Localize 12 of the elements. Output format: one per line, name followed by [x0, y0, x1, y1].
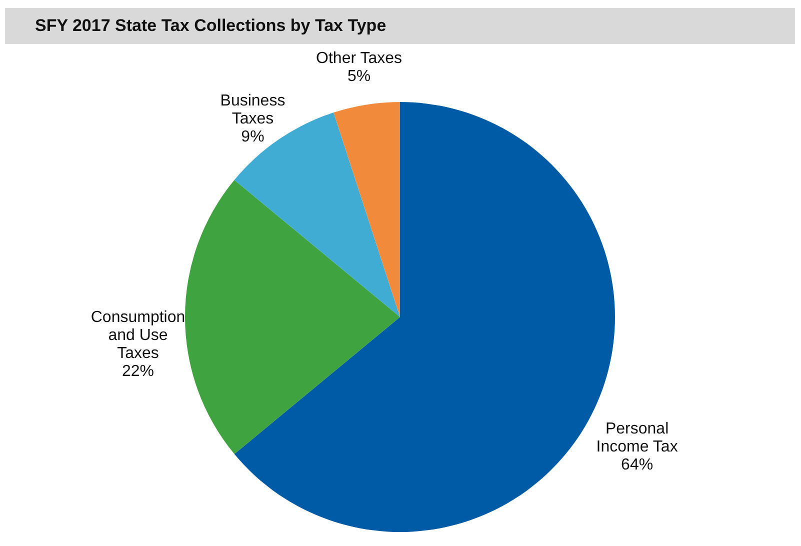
slice-label: Personal Income Tax [596, 420, 678, 456]
data-label: 9% [241, 128, 264, 146]
slice-label: Business Taxes [220, 92, 286, 128]
data-label: 5% [347, 68, 371, 86]
slice-label: Other Taxes [316, 50, 402, 68]
data-label: 64% [621, 456, 654, 474]
chart-title: SFY 2017 State Tax Collections by Tax Type [35, 16, 386, 35]
pie-slice [334, 102, 400, 317]
slice-label: Consumption and Use Taxes [90, 309, 186, 362]
pie-slice [185, 180, 400, 454]
pie-slice [234, 112, 400, 317]
data-label: 22% [122, 363, 154, 380]
